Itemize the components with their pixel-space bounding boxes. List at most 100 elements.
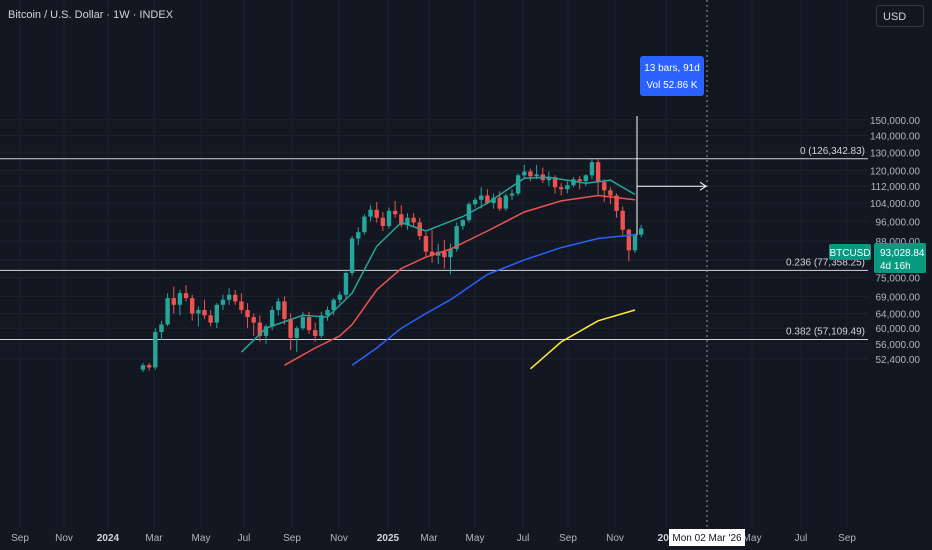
- candle-body: [485, 195, 490, 204]
- x-tick-label: May: [192, 533, 211, 544]
- ma-mid-line: [284, 194, 636, 366]
- candle-body: [546, 177, 552, 181]
- candle-body: [319, 315, 324, 336]
- symbol-label: BTCUSD: [829, 248, 870, 259]
- y-tick-label: 150,000.00: [870, 116, 920, 127]
- x-tick-label: Sep: [283, 533, 301, 544]
- y-tick-label: 120,000.00: [870, 167, 920, 178]
- x-tick-label: Jul: [238, 533, 251, 544]
- candle-body: [386, 210, 392, 227]
- candle-body: [171, 298, 176, 305]
- candle-body: [146, 365, 152, 368]
- candle-body: [589, 162, 595, 176]
- candle-body: [448, 248, 453, 258]
- candle-body: [276, 301, 281, 311]
- candle-body: [313, 330, 318, 336]
- candle-body: [503, 195, 509, 209]
- y-tick-label: 75,000.00: [876, 273, 921, 284]
- candle-body: [362, 216, 367, 233]
- y-tick-label: 56,000.00: [876, 340, 921, 351]
- candle-body: [288, 318, 293, 338]
- x-tick-label: 2024: [97, 533, 120, 544]
- candle-body: [528, 171, 533, 177]
- candle-body: [165, 298, 170, 325]
- candle-body: [565, 185, 570, 190]
- x-tick-label: Sep: [838, 533, 856, 544]
- candle-body: [472, 199, 478, 205]
- candle-body: [220, 299, 226, 305]
- candle-body: [306, 317, 312, 331]
- candle-body: [349, 238, 355, 273]
- y-tick-label: 96,000.00: [876, 217, 921, 228]
- candle-body: [411, 217, 416, 223]
- candle-body: [534, 174, 539, 177]
- measure-tooltip-bars: 13 bars, 91d: [644, 63, 700, 74]
- candle-body: [571, 179, 576, 186]
- x-tick-label: Nov: [330, 533, 348, 544]
- y-tick-label: 69,000.00: [876, 292, 921, 303]
- ma-long-line: [530, 309, 636, 370]
- x-tick-label: 202: [658, 533, 675, 544]
- candle-body: [405, 217, 410, 225]
- candle-body: [559, 187, 564, 190]
- y-tick-label: 112,000.00: [871, 182, 921, 193]
- x-tick-label: Mar: [145, 533, 163, 544]
- candle-body: [602, 182, 607, 191]
- candle-body: [356, 232, 361, 239]
- last-price-tag: BTCUSD 93,028.84 4d 16h: [829, 243, 926, 273]
- candle-body: [583, 175, 588, 182]
- candle-body: [325, 310, 330, 316]
- candle-body: [491, 197, 496, 204]
- x-tick-label: Nov: [55, 533, 73, 544]
- fib-levels: 0 (126,342.83) 0.236 (77,358.25) 0.382 (57…: [0, 146, 868, 340]
- price-axis[interactable]: 52,400.00 56,000.00 60,000.00 64,000.00 69,0…: [870, 116, 920, 366]
- x-tick-label: 2025: [377, 533, 400, 544]
- candle-body: [300, 317, 306, 329]
- y-tick-label: 88,000.00: [876, 237, 921, 248]
- candle-body: [632, 234, 638, 251]
- candle-body: [202, 310, 207, 316]
- candle-body: [423, 235, 429, 252]
- candle-body: [233, 294, 238, 302]
- candle-body: [429, 251, 435, 256]
- candle-body: [294, 328, 299, 338]
- x-tick-label: May: [743, 533, 762, 544]
- measure-tooltip-box: [640, 56, 704, 96]
- candle-body: [140, 365, 146, 370]
- y-tick-label: 64,000.00: [876, 310, 921, 321]
- bar-countdown: 4d 16h: [880, 261, 911, 272]
- candle-body: [595, 162, 601, 183]
- candle-body: [196, 310, 201, 314]
- candle-body: [343, 272, 349, 295]
- ma-slow-line: [351, 233, 636, 366]
- candle-body: [454, 226, 459, 249]
- currency-button[interactable]: USD: [876, 5, 924, 27]
- candle-body: [183, 293, 189, 299]
- candle-body: [509, 193, 515, 196]
- x-tick-label: Sep: [559, 533, 577, 544]
- x-tick-label: Jul: [517, 533, 530, 544]
- candle-body: [479, 195, 484, 200]
- y-tick-label: 60,000.00: [876, 324, 921, 335]
- candle-body: [552, 177, 558, 188]
- ma-fast-line: [240, 176, 636, 353]
- candle-body: [374, 209, 379, 218]
- measure-arrow: [699, 181, 707, 191]
- y-tick-label: 104,000.00: [870, 199, 920, 210]
- time-axis[interactable]: Sep Nov 2024 Mar May Jul Sep Nov 2025 Mar May Jul Se…: [11, 533, 856, 544]
- grid-lines: [0, 0, 868, 528]
- candle-body: [208, 315, 213, 323]
- y-tick-label: 52,400.00: [876, 355, 921, 366]
- candle-body: [577, 179, 582, 182]
- candle-body: [257, 322, 263, 336]
- candle-body: [608, 190, 613, 196]
- x-tick-label: Jul: [795, 533, 808, 544]
- candle-body: [269, 310, 275, 327]
- candle-body: [368, 209, 373, 217]
- fib-label: 0.236 (77,358.25): [786, 257, 865, 268]
- crosshair-date-label: Mon 02 Mar '26: [669, 529, 745, 546]
- moving-averages: [240, 176, 636, 370]
- fib-label: 0 (126,342.83): [800, 146, 865, 157]
- candle-body: [620, 210, 625, 230]
